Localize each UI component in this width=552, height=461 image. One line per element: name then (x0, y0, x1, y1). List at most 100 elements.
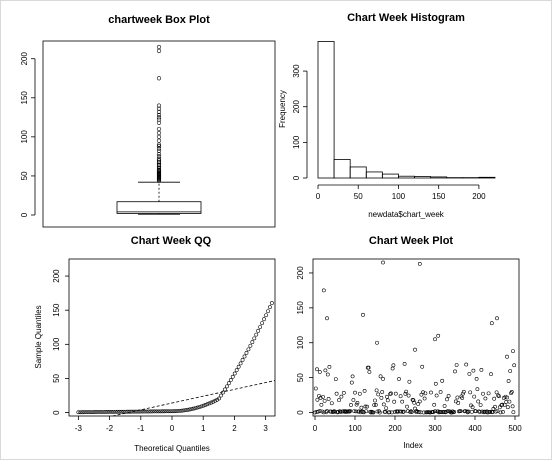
histogram-bar (479, 177, 495, 178)
index-point (326, 373, 329, 376)
qq-point (233, 372, 236, 375)
index-point (493, 397, 496, 400)
index-point (399, 395, 402, 398)
qq-point (210, 401, 213, 404)
index-y-tick-label: 100 (296, 336, 305, 350)
box-plot-frame (43, 41, 275, 227)
index-point (437, 334, 440, 337)
qq-y-tick-label: 100 (52, 337, 61, 351)
box-y-tick-label: 200 (20, 52, 29, 66)
index-point (314, 387, 317, 390)
index-point (327, 397, 330, 400)
index-point (498, 406, 501, 409)
box-plot-outliers (157, 45, 161, 182)
index-point (456, 396, 459, 399)
box-outlier (157, 45, 161, 49)
index-point (409, 410, 412, 413)
qq-point (270, 301, 273, 304)
index-point (352, 398, 355, 401)
index-point (381, 377, 384, 380)
index-point (465, 363, 468, 366)
index-point (490, 322, 493, 325)
index-point (322, 289, 325, 292)
qq-point (235, 369, 238, 372)
histogram-y-tick-label: 100 (292, 135, 301, 149)
index-point (418, 400, 421, 403)
box-plot-title: chartweek Box Plot (108, 14, 210, 26)
index-point (421, 365, 424, 368)
qq-point (200, 405, 203, 408)
index-x-tick-label: 100 (348, 424, 362, 433)
index-point (455, 363, 458, 366)
index-point (340, 395, 343, 398)
qq-x-tick-label: -1 (137, 424, 145, 433)
index-point (373, 399, 376, 402)
index-point (497, 394, 500, 397)
box-outlier (157, 49, 161, 53)
qq-point (255, 333, 258, 336)
qq-point (229, 378, 232, 381)
histogram-x-tick-label: 150 (432, 192, 446, 201)
index-plot-x-label: Index (403, 441, 423, 450)
histogram-x-label: newdata$chart_week (368, 210, 445, 219)
qq-point (268, 306, 271, 309)
box-y-tick-label: 100 (20, 130, 29, 144)
qq-y-tick-label: 50 (52, 373, 61, 382)
qq-x-tick-label: -2 (106, 424, 114, 433)
qq-x-tick-label: 3 (263, 424, 268, 433)
qq-point (249, 344, 252, 347)
index-point (441, 379, 444, 382)
index-point (418, 262, 421, 265)
qq-point (212, 400, 215, 403)
qq-y-label: Sample Quantiles (34, 305, 43, 368)
index-point (509, 369, 512, 372)
index-point (475, 377, 478, 380)
qq-y-tick-label: 200 (52, 269, 61, 283)
qq-point (251, 340, 254, 343)
qq-point (204, 403, 207, 406)
index-point (443, 404, 446, 407)
index-point (328, 365, 331, 368)
index-point (447, 394, 450, 397)
qq-point (247, 348, 250, 351)
qq-point (214, 399, 217, 402)
index-point (413, 348, 416, 351)
index-point (358, 392, 361, 395)
box-y-tick-label: 0 (20, 212, 29, 217)
index-point (439, 390, 442, 393)
histogram-bar (382, 174, 398, 178)
index-point (350, 381, 353, 384)
index-point (390, 411, 393, 414)
index-point (507, 379, 510, 382)
qq-reference-line (113, 381, 275, 416)
qq-point (241, 358, 244, 361)
index-x-tick-label: 300 (428, 424, 442, 433)
index-point (368, 370, 371, 373)
index-point (445, 398, 448, 401)
index-point (392, 364, 395, 367)
index-point (330, 402, 333, 405)
index-point (351, 375, 354, 378)
histogram-bar (366, 172, 382, 178)
index-point (484, 397, 487, 400)
index-point (385, 395, 388, 398)
histogram-bar (415, 177, 431, 178)
index-point (477, 400, 480, 403)
qq-point (237, 365, 240, 368)
histogram-y-label: Frequency (278, 90, 287, 128)
index-point (429, 391, 432, 394)
index-point (481, 392, 484, 395)
index-point (324, 369, 327, 372)
qq-point (225, 385, 228, 388)
index-point (381, 390, 384, 393)
histogram-bar (318, 41, 334, 178)
index-point (512, 411, 515, 414)
box-outlier (157, 131, 161, 135)
histogram-bar (398, 176, 414, 178)
